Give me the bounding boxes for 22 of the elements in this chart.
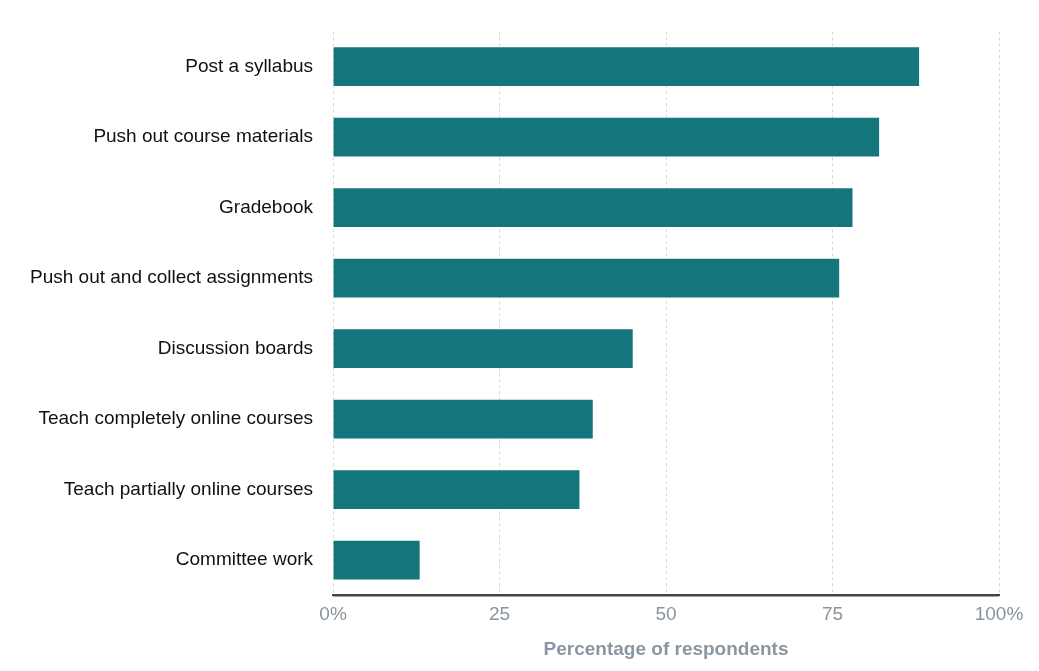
bar — [333, 329, 633, 369]
y-tick-label: Teach partially online courses — [63, 477, 314, 499]
y-tick-label: Gradebook — [219, 195, 314, 217]
y-tick-label: Post a syllabus — [185, 54, 314, 76]
bar — [333, 47, 920, 87]
x-tick-label: 50 — [655, 603, 677, 625]
x-tick-label: 100% — [974, 603, 1024, 625]
bar — [333, 470, 580, 510]
bar — [333, 258, 840, 298]
x-tick-label: 25 — [488, 603, 511, 625]
y-tick-label: Teach completely online courses — [38, 407, 314, 429]
x-tick-label: 75 — [821, 603, 844, 625]
x-tick-label: 0% — [319, 603, 347, 625]
bar — [333, 188, 853, 228]
x-axis-title: Percentage of respondents — [543, 637, 789, 659]
bar — [333, 540, 420, 580]
y-tick-label: Committee work — [175, 548, 314, 570]
bar — [333, 399, 593, 439]
y-tick-label: Push out course materials — [93, 125, 314, 147]
bar — [333, 117, 880, 157]
y-tick-label: Push out and collect assignments — [29, 266, 314, 288]
y-tick-label: Discussion boards — [157, 336, 314, 358]
